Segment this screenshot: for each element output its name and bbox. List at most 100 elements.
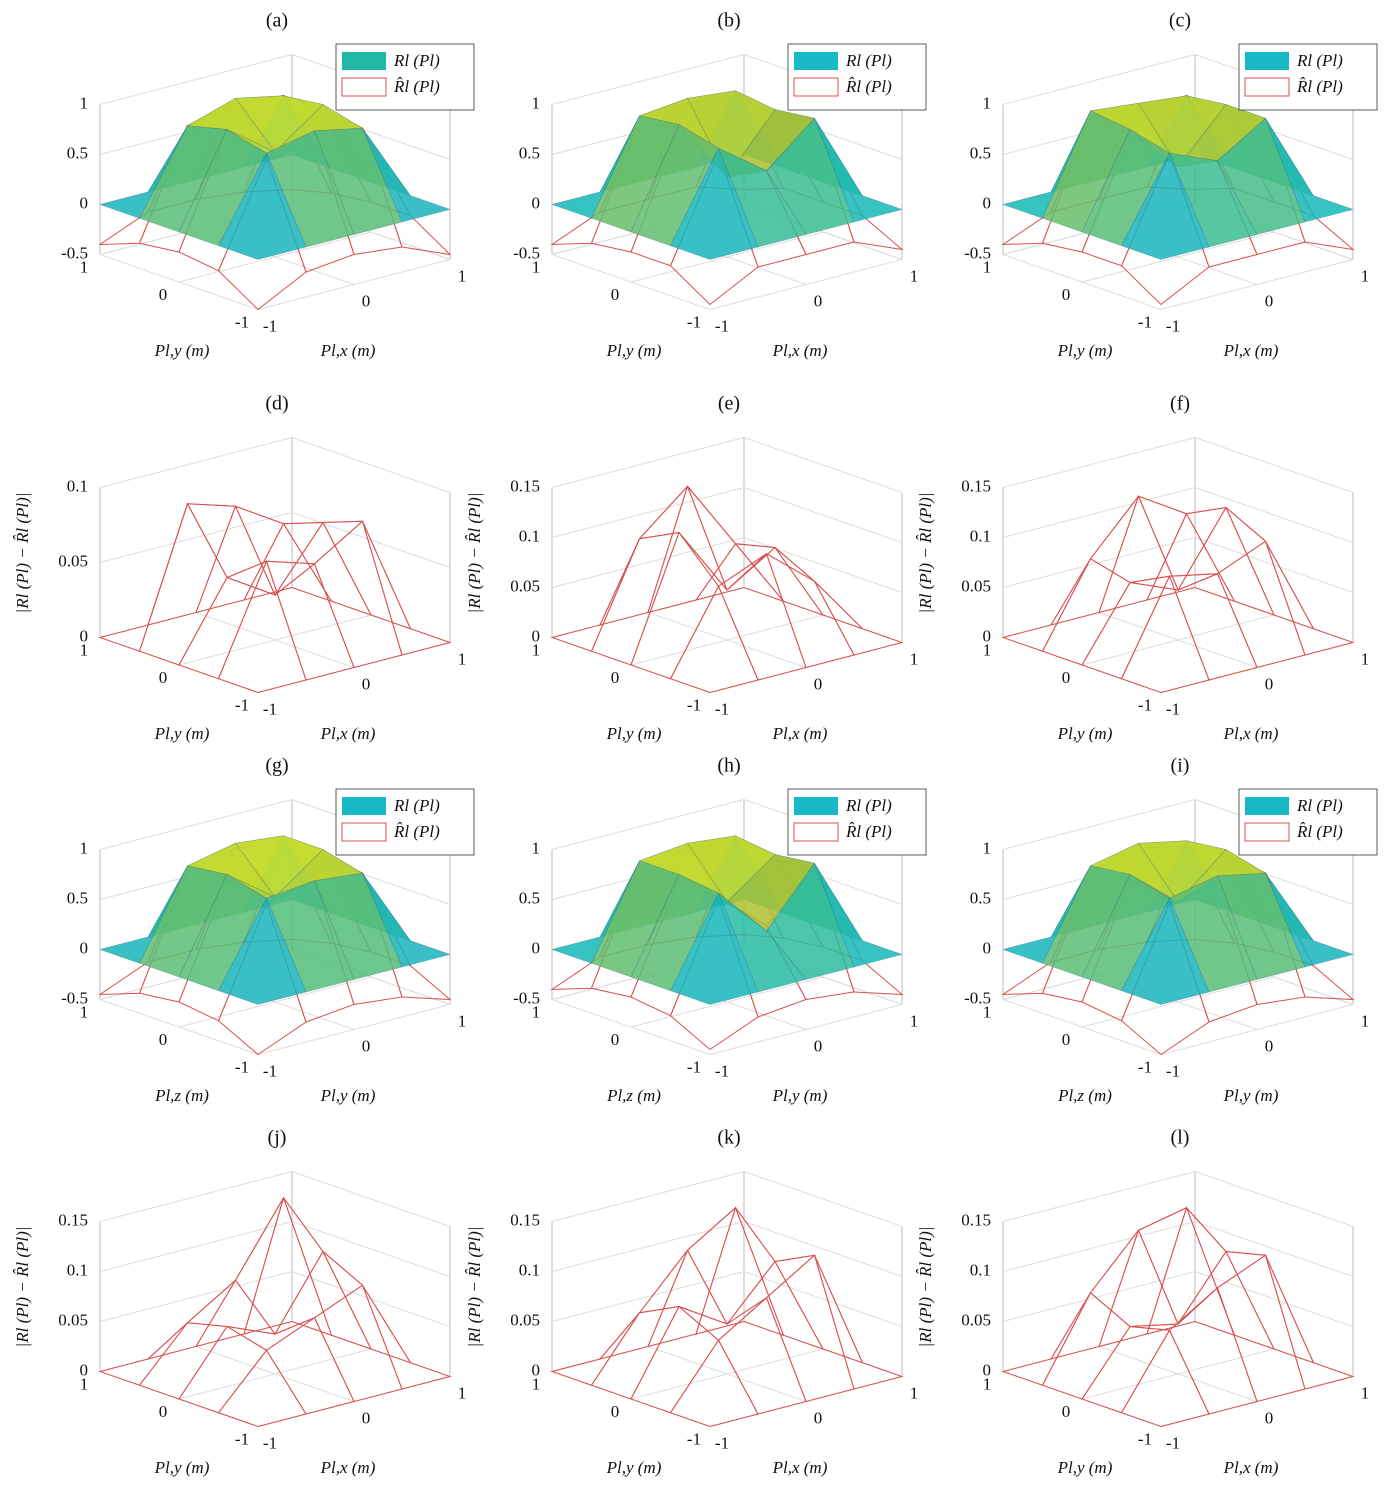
x-tick-label: 0 [362, 674, 371, 693]
y-tick-label: -1 [1138, 1429, 1152, 1448]
surface-patch [726, 1254, 817, 1325]
y-tick-label: -1 [235, 1429, 249, 1448]
z-tick-label: 0.15 [961, 476, 991, 495]
surface-patch [669, 1339, 759, 1428]
x-tick-label: 1 [1361, 1383, 1370, 1402]
surface-patch [1089, 842, 1179, 903]
z-tick-label: 0 [983, 193, 992, 212]
surface-patch [1146, 512, 1236, 603]
z-tick-label: 0 [80, 626, 89, 645]
x-tick-label: -1 [263, 1061, 277, 1080]
legend-label: R̂l (Pl) [1296, 822, 1343, 841]
y-axis-label: Pl,y (m) [1057, 341, 1113, 360]
y-tick-label: 1 [532, 640, 541, 659]
y-tick-label: -1 [687, 1057, 701, 1076]
y-tick-label: 1 [80, 1002, 89, 1021]
x-tick-label: 1 [458, 1383, 467, 1402]
panel-title: (d) [265, 393, 288, 415]
grid-line [630, 1348, 824, 1400]
surface-patch [313, 1284, 403, 1403]
x-axis-label: Pl,y (m) [772, 1086, 828, 1105]
y-tick-label: 1 [983, 640, 992, 659]
panel: (g) -0.5 0 0.5 1 -1 0 1 -1 0 1 Pl,y (m) Pl,z (m) Rl (… [61, 755, 475, 1105]
z-tick-label: 0.05 [961, 1310, 991, 1329]
grid-line [1002, 1170, 1354, 1227]
grid-line [99, 436, 451, 493]
y-tick-label: -1 [687, 1429, 701, 1448]
x-tick-label: 1 [910, 1011, 919, 1030]
surface-patch [1001, 1292, 1091, 1386]
x-tick-label: -1 [715, 316, 729, 335]
x-tick-label: 0 [362, 291, 371, 310]
legend-label: Rl (Pl) [1296, 796, 1343, 815]
z-tick-label: 0.15 [510, 1210, 540, 1229]
x-tick-label: -1 [1166, 1061, 1180, 1080]
surface-patch [1225, 507, 1315, 630]
x-tick-label: 1 [1361, 266, 1370, 285]
surface-patch [694, 542, 786, 603]
z-tick-label: 0 [532, 1360, 541, 1379]
surface-patch [735, 1207, 825, 1350]
surface-patch [98, 125, 188, 219]
surface-patch [550, 538, 640, 652]
z-tick-label: -0.5 [61, 988, 88, 1007]
y-tick-label: 1 [983, 1374, 992, 1393]
z-axis-label: |Rl (Pl) − R̂l (Pl)| [13, 493, 32, 614]
y-axis-label: Pl,y (m) [1057, 724, 1113, 743]
grid-line [99, 1170, 451, 1227]
z-tick-label: -0.5 [513, 988, 540, 1007]
legend-swatch [793, 77, 839, 97]
z-tick-label: 0.1 [67, 476, 88, 495]
surface-patch [138, 502, 228, 666]
x-tick-label: -1 [715, 699, 729, 718]
z-tick-label: 0.05 [58, 551, 88, 570]
grid-line [551, 1320, 903, 1377]
z-tick-label: 0.05 [510, 576, 540, 595]
surface-patch [1265, 541, 1355, 656]
y-axis-label: Pl,z (m) [606, 1086, 661, 1105]
z-tick-label: 0.05 [961, 576, 991, 595]
y-tick-label: 0 [1062, 285, 1071, 304]
z-tick-label: 1 [532, 93, 541, 112]
z-tick-label: 1 [532, 838, 541, 857]
surface-patch [1081, 874, 1170, 992]
z-tick-label: 0 [532, 193, 541, 212]
legend-label: Rl (Pl) [393, 51, 440, 70]
grid-line [99, 1220, 451, 1277]
x-tick-label: -1 [263, 699, 277, 718]
panel-title: (i) [1171, 755, 1190, 777]
legend-swatch [341, 822, 387, 842]
surface-patch [234, 1196, 324, 1335]
x-tick-label: 1 [910, 1383, 919, 1402]
grid-line [257, 259, 451, 310]
surface-patch [734, 543, 825, 616]
grid-line [709, 1004, 903, 1055]
surface-patch [178, 874, 267, 992]
y-tick-label: 0 [159, 668, 168, 687]
x-tick-label: 1 [1361, 649, 1370, 668]
y-axis-label: Pl,y (m) [606, 1458, 662, 1477]
legend-label: Rl (Pl) [393, 796, 440, 815]
y-tick-label: -1 [687, 312, 701, 331]
grid-line [551, 486, 903, 543]
x-tick-label: 0 [1265, 1408, 1274, 1427]
legend-swatch [794, 52, 838, 70]
x-tick-label: 0 [1265, 291, 1274, 310]
grid-line [1002, 486, 1354, 543]
y-tick-label: -1 [235, 312, 249, 331]
y-tick-label: 0 [1062, 668, 1071, 687]
panel: (b) -0.5 0 0.5 1 -1 0 1 -1 0 1 Pl,x (m) Pl,y (m) Rl (… [513, 10, 927, 360]
x-axis-label: Pl,x (m) [1223, 1458, 1279, 1477]
x-axis-label: Pl,x (m) [1223, 724, 1279, 743]
legend-swatch [341, 77, 387, 97]
panel-title: (l) [1171, 1127, 1190, 1149]
grid-line [1081, 231, 1275, 283]
z-tick-label: 0.1 [970, 1260, 991, 1279]
surface-patch [1129, 1287, 1218, 1331]
grid-line [1160, 1004, 1354, 1055]
y-tick-label: 1 [532, 1002, 541, 1021]
